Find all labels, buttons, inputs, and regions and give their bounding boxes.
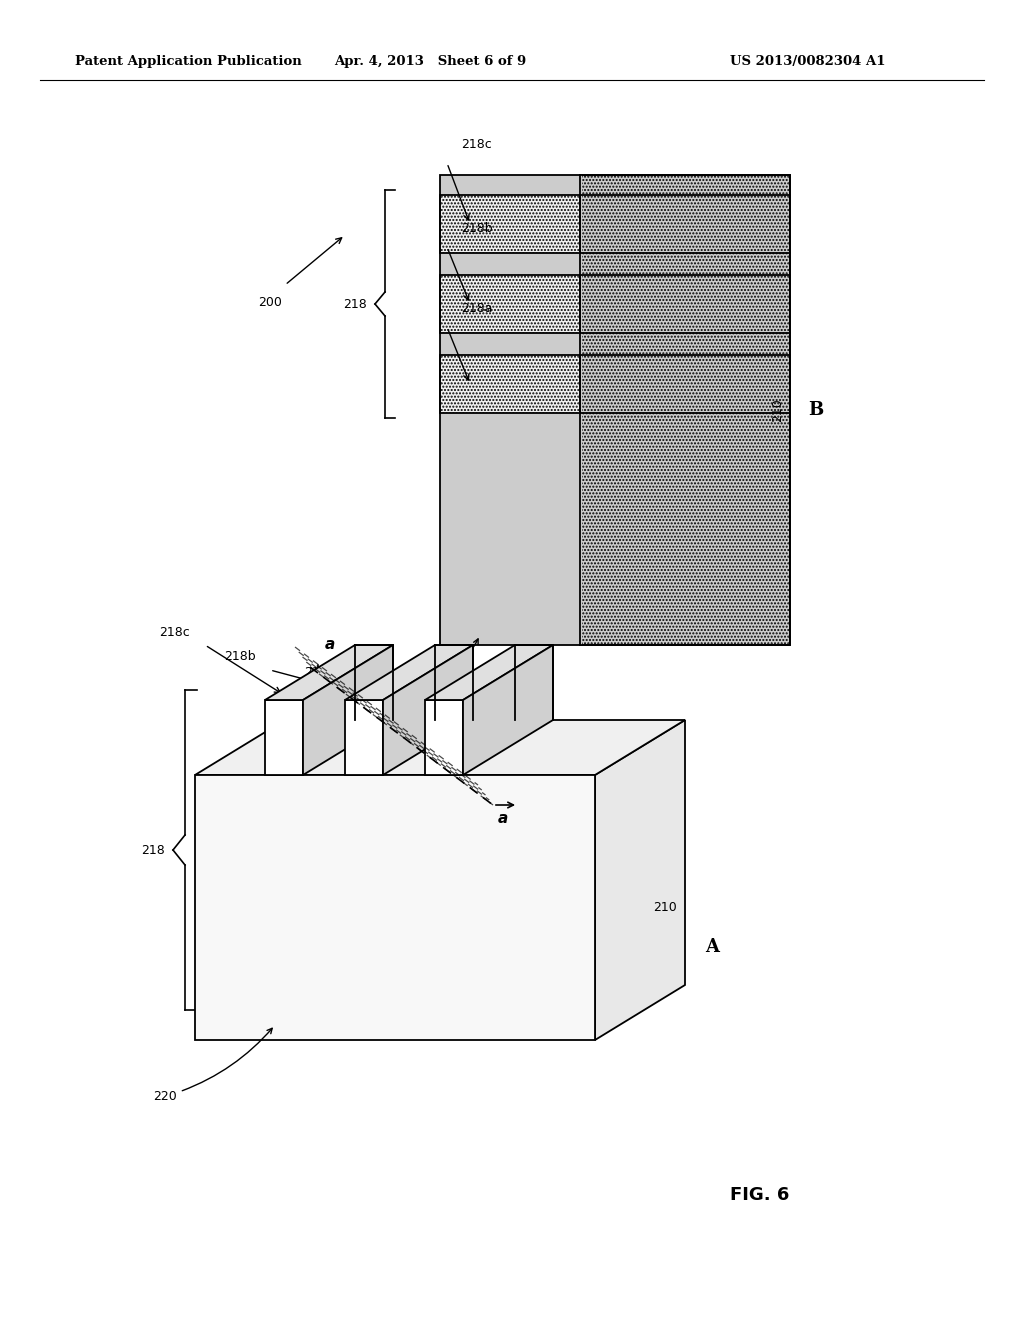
Text: Patent Application Publication: Patent Application Publication (75, 55, 302, 69)
Polygon shape (595, 719, 685, 1040)
Bar (440, 176, 582, 645)
Polygon shape (195, 719, 685, 775)
Polygon shape (345, 645, 473, 700)
Text: 218c: 218c (160, 626, 190, 639)
Polygon shape (195, 775, 595, 1040)
Text: 218: 218 (141, 843, 165, 857)
Text: 210: 210 (771, 399, 784, 422)
Polygon shape (265, 700, 303, 775)
Text: 200: 200 (258, 296, 282, 309)
Polygon shape (345, 700, 383, 775)
Text: 218a: 218a (461, 302, 493, 315)
Text: 218b: 218b (224, 649, 256, 663)
Text: 218: 218 (343, 297, 367, 310)
Text: 220: 220 (154, 1028, 272, 1104)
Text: US 2013/0082304 A1: US 2013/0082304 A1 (730, 55, 886, 69)
Text: 218a: 218a (304, 665, 336, 678)
Text: FIG. 6: FIG. 6 (730, 1185, 790, 1204)
Bar (440, 355, 580, 413)
Bar (580, 176, 790, 645)
Polygon shape (303, 645, 393, 775)
Polygon shape (265, 645, 393, 700)
Polygon shape (425, 645, 553, 700)
Text: B: B (808, 401, 823, 418)
Text: a: a (498, 810, 508, 826)
Polygon shape (463, 645, 553, 775)
Text: 220: 220 (413, 639, 478, 693)
Bar (440, 176, 790, 645)
Bar (440, 275, 580, 333)
Text: a: a (325, 638, 335, 652)
Polygon shape (425, 700, 463, 775)
Text: 218c: 218c (462, 139, 493, 152)
Bar (440, 195, 580, 253)
Text: 210: 210 (653, 902, 677, 913)
Text: A: A (705, 939, 719, 957)
Text: Apr. 4, 2013   Sheet 6 of 9: Apr. 4, 2013 Sheet 6 of 9 (334, 55, 526, 69)
Text: 218b: 218b (461, 223, 493, 235)
Polygon shape (383, 645, 473, 775)
